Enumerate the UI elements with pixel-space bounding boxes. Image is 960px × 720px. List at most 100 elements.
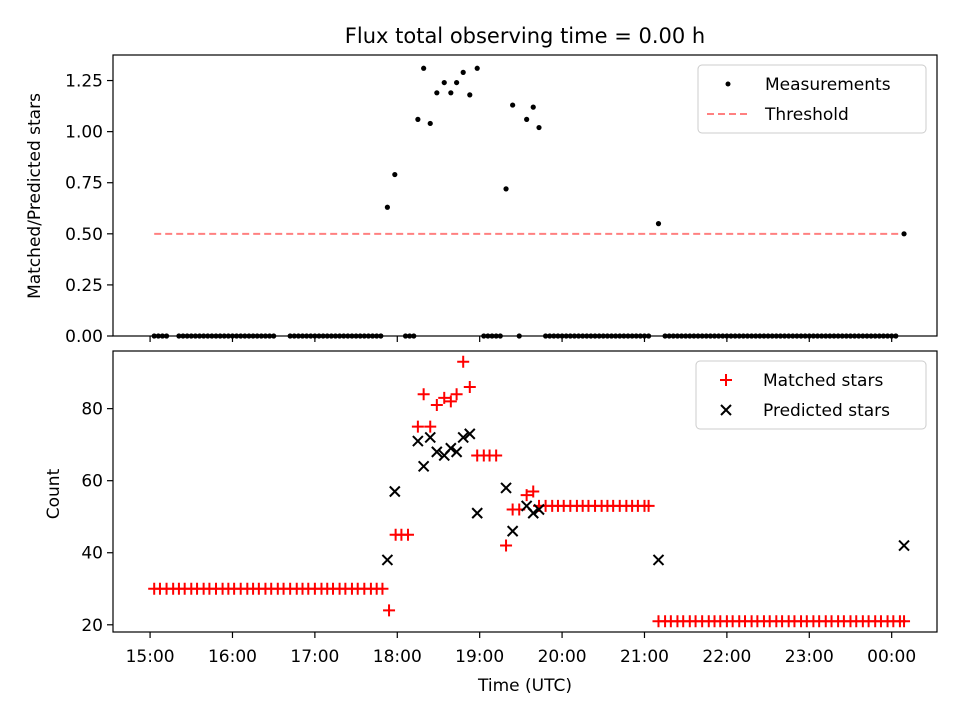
measurement-point xyxy=(213,333,219,339)
measurement-point xyxy=(596,333,602,339)
measurement-point xyxy=(349,333,355,339)
bottom-legend: Matched stars Predicted stars xyxy=(695,360,927,430)
top-series xyxy=(151,65,907,339)
measurement-point xyxy=(655,221,662,227)
top-plot-frame xyxy=(112,54,938,337)
x-tick-label: 22:00 xyxy=(702,647,751,667)
measurement-point xyxy=(510,102,516,108)
matched-star-point xyxy=(411,420,424,433)
measurement-point xyxy=(670,333,676,339)
measurement-point xyxy=(637,333,643,339)
measurement-point xyxy=(192,333,198,339)
matched-star-point xyxy=(438,391,451,404)
measurement-point xyxy=(835,333,841,339)
measurement-point xyxy=(221,333,227,339)
measurement-point xyxy=(547,333,553,339)
measurement-point xyxy=(460,69,466,75)
measurement-point xyxy=(411,333,417,339)
predicted-star-point xyxy=(424,431,436,444)
measurement-point xyxy=(304,333,310,339)
bot-y-tick-label: 20 xyxy=(81,616,103,636)
measurement-point xyxy=(823,333,829,339)
measurement-point xyxy=(633,333,639,339)
measurement-point xyxy=(467,92,473,98)
measurement-point xyxy=(250,333,256,339)
measurement-point xyxy=(238,333,244,339)
measurement-point xyxy=(217,333,223,339)
measurement-point xyxy=(740,333,746,339)
measurement-point xyxy=(543,333,549,339)
measurement-point xyxy=(588,333,594,339)
measurement-point xyxy=(188,333,194,339)
measurement-point xyxy=(621,333,627,339)
measurement-point xyxy=(555,333,561,339)
matched-star-point xyxy=(376,582,389,595)
measurement-point xyxy=(328,333,334,339)
predicted-star-point xyxy=(464,428,476,440)
measurement-point xyxy=(790,333,796,339)
matched-star-point xyxy=(401,528,414,541)
bottom-y-axis-label: Count xyxy=(44,468,64,519)
measurement-point xyxy=(683,333,689,339)
chart-title: Flux total observing time = 0.00 h xyxy=(345,24,705,48)
measurement-point xyxy=(720,333,726,339)
measurement-point xyxy=(229,333,236,339)
measurement-point xyxy=(163,333,170,339)
measurement-point xyxy=(434,90,440,96)
predicted-star-point xyxy=(506,525,519,537)
predicted-star-point xyxy=(417,460,430,472)
measurement-point xyxy=(176,333,182,339)
predicted-star-point xyxy=(533,503,545,516)
legend-matched-marker xyxy=(720,374,732,386)
measurement-point xyxy=(749,333,755,339)
measurement-point xyxy=(454,79,460,86)
measurement-point xyxy=(852,333,858,339)
measurement-point xyxy=(516,333,522,339)
measurement-point xyxy=(234,333,240,339)
measurement-point xyxy=(180,333,186,339)
measurement-point xyxy=(736,333,742,339)
measurement-point xyxy=(872,333,878,339)
legend-predicted-label: Predicted stars xyxy=(763,401,890,421)
top-y-tick-label: 1.00 xyxy=(65,123,103,143)
legend-threshold-label: Threshold xyxy=(764,105,849,125)
measurement-point xyxy=(295,333,301,339)
matched-star-point xyxy=(457,355,470,368)
measurement-point xyxy=(625,333,631,339)
x-tick-label: 19:00 xyxy=(455,647,504,667)
measurement-point xyxy=(699,333,705,339)
predicted-star-point xyxy=(652,554,665,566)
measurement-point xyxy=(559,333,565,339)
measurement-point xyxy=(415,116,421,122)
top-y-ticks: 0.00 0.25 0.50 0.75 1.00 1.25 xyxy=(65,72,113,347)
measurement-point xyxy=(320,333,326,339)
measurement-point xyxy=(337,333,343,339)
measurement-point xyxy=(794,333,800,339)
predicted-star-point xyxy=(445,442,457,454)
bottom-panel: 20 40 60 80 15:00 16:00 17:00 18:00 19:00 20:00 2… xyxy=(44,350,938,696)
measurement-point xyxy=(551,333,557,339)
measurement-point xyxy=(567,333,573,339)
matched-star-point xyxy=(383,604,396,617)
top-y-tick-label: 1.25 xyxy=(65,72,103,92)
measurement-point xyxy=(493,333,499,339)
measurement-point xyxy=(266,333,273,339)
bot-y-tick-label: 80 xyxy=(81,400,103,420)
top-y-tick-label: 0.00 xyxy=(65,327,103,347)
top-y-tick-label: 0.25 xyxy=(65,276,103,296)
measurement-point xyxy=(901,231,907,237)
measurement-point xyxy=(246,333,252,339)
legend-predicted-marker xyxy=(720,404,732,416)
measurement-point xyxy=(646,333,652,339)
measurement-point xyxy=(893,333,899,339)
predicted-star-point xyxy=(471,507,483,519)
measurement-point xyxy=(608,333,615,339)
matched-star-point xyxy=(424,420,437,433)
measurement-point xyxy=(575,333,582,339)
legend-measurements-label: Measurements xyxy=(765,75,891,95)
measurement-point xyxy=(600,333,606,339)
matched-star-point xyxy=(430,399,443,412)
top-y-axis-label: Matched/Predicted stars xyxy=(25,93,45,299)
x-tick-label: 16:00 xyxy=(208,647,257,667)
measurement-point xyxy=(427,120,433,127)
